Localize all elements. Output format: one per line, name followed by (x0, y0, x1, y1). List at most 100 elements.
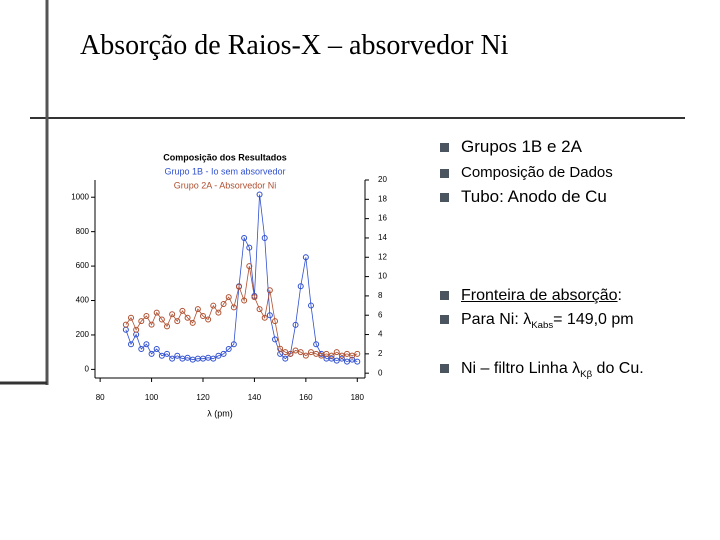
x-tick-label: 80 (96, 393, 105, 402)
data-point (200, 313, 206, 320)
data-point (241, 297, 248, 304)
y2-tick-label: 18 (378, 194, 387, 203)
data-point (287, 350, 294, 357)
data-point (210, 302, 217, 309)
x-tick-label: 100 (145, 393, 159, 402)
y2-tick-label: 2 (378, 349, 383, 358)
series-line (125, 194, 358, 363)
data-point (344, 350, 350, 357)
data-point (143, 313, 150, 320)
data-point (323, 350, 330, 357)
data-point (282, 349, 289, 356)
data-point (128, 314, 134, 321)
x-tick-label: 120 (196, 393, 210, 402)
bullet-text: Ni – filtro Linha λ (461, 360, 581, 377)
bullet-text: do Cu. (592, 360, 644, 377)
x-tick-label: 160 (299, 393, 313, 402)
y2-tick-label: 0 (378, 368, 383, 377)
data-point (308, 349, 314, 356)
data-point (333, 357, 340, 364)
y2-tick-label: 16 (378, 214, 387, 223)
data-point (318, 352, 325, 359)
data-point (133, 326, 140, 333)
data-point (174, 318, 181, 325)
data-point (138, 346, 145, 353)
legend-entry: Grupo 1B - Io sem absorvedor (164, 166, 285, 176)
y-tick-label: 600 (76, 261, 90, 270)
chart-title: Composição dos Resultados (163, 152, 287, 162)
data-point (158, 316, 165, 323)
data-point (241, 234, 248, 241)
bullet-sub: Kβ (580, 369, 593, 381)
data-point (143, 341, 150, 348)
bullet: Fronteira de absorção: (440, 287, 622, 305)
data-point (246, 244, 253, 251)
data-point (230, 341, 237, 348)
data-point (313, 341, 320, 348)
data-point (338, 352, 345, 359)
y2-tick-label: 8 (378, 291, 383, 300)
data-point (215, 309, 222, 316)
data-point (189, 319, 196, 326)
data-point (354, 350, 361, 357)
data-point (261, 234, 268, 241)
bullet: Ni – filtro Linha λKβ do Cu. (440, 360, 644, 380)
data-point (266, 312, 273, 319)
data-point (148, 321, 155, 328)
data-point (292, 321, 299, 328)
bullet-text: Grupos 1B e 2A (461, 137, 582, 156)
data-point (225, 294, 232, 301)
data-point (261, 314, 268, 321)
data-point (169, 311, 176, 318)
data-point (344, 358, 350, 365)
data-point (164, 350, 170, 357)
bullet-text: Composição de Dados (461, 164, 613, 181)
data-point (349, 352, 356, 359)
data-point (349, 356, 356, 363)
data-point (297, 349, 304, 356)
bullet-sub: Kabs (531, 320, 554, 332)
x-axis-label: λ (pm) (207, 408, 233, 418)
data-point (215, 352, 222, 359)
data-point (138, 318, 145, 325)
data-point (297, 283, 304, 290)
slide-title: Absorção de Raios-X – absorvedor Ni (80, 30, 509, 61)
data-point (128, 341, 134, 348)
data-point (302, 352, 309, 359)
data-point (236, 283, 242, 290)
y2-tick-label: 20 (378, 175, 387, 184)
data-point (328, 355, 335, 362)
y2-tick-label: 10 (378, 272, 387, 281)
data-point (158, 352, 165, 359)
y-tick-label: 1000 (71, 192, 89, 201)
data-point (308, 302, 314, 309)
bullet-text: Para Ni: λ (461, 311, 532, 328)
y-tick-label: 400 (76, 296, 90, 305)
bullet-text: : (617, 287, 622, 304)
data-point (230, 304, 237, 311)
bullet-text: = 149,0 pm (553, 311, 634, 328)
data-point (272, 318, 278, 325)
data-point (302, 254, 309, 261)
data-point (220, 300, 227, 307)
legend-entry: Grupo 2A - Absorvedor Ni (174, 180, 277, 190)
series-line (125, 266, 358, 357)
x-tick-label: 180 (351, 393, 365, 402)
y2-tick-label: 14 (378, 233, 387, 242)
bullet: Composição de Dados (440, 164, 613, 181)
data-point (354, 358, 361, 365)
bullet: Tubo: Anodo de Cu (440, 187, 607, 207)
data-point (256, 191, 263, 198)
data-point (282, 355, 289, 362)
bullet-text: Tubo: Anodo de Cu (461, 187, 607, 206)
y-tick-label: 200 (76, 330, 90, 339)
data-point (251, 294, 258, 301)
data-point (338, 355, 345, 362)
data-point (333, 349, 340, 356)
data-point (225, 346, 232, 353)
data-point (272, 336, 278, 343)
bullet: Grupos 1B e 2A (440, 137, 582, 157)
data-point (210, 355, 217, 362)
data-point (205, 316, 212, 323)
